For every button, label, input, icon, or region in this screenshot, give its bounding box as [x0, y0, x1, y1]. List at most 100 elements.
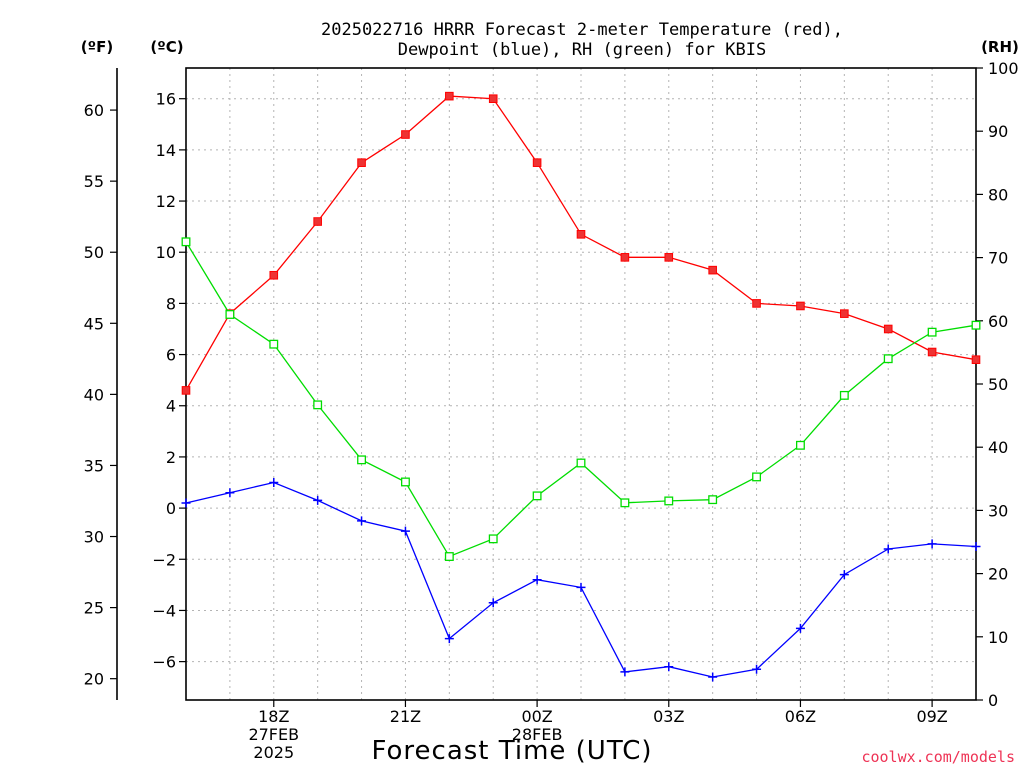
data-point-marker: [664, 662, 674, 672]
rh-tick-label: 0: [988, 691, 998, 710]
data-point-marker: [664, 253, 674, 262]
x-tick-label: 09Z: [916, 707, 947, 726]
data-point-marker: [839, 390, 849, 400]
x-axis-label: Forecast Time (UTC): [371, 736, 652, 766]
celsius-tick-label: 0: [166, 499, 176, 518]
data-point-marker: [576, 230, 586, 239]
celsius-tick-label: 2: [166, 448, 176, 467]
axes: [110, 67, 983, 707]
series-group: [181, 478, 981, 682]
data-point-marker: [839, 570, 849, 580]
data-point-marker: [400, 526, 410, 536]
x-tick-label: 27FEB: [248, 725, 299, 744]
x-tick-label: 18Z: [258, 707, 289, 726]
rh-tick-label: 20: [988, 565, 1008, 584]
fahrenheit-tick-label: 45: [84, 314, 104, 333]
rh-unit-label: (RH): [981, 38, 1019, 56]
data-point-marker: [576, 458, 586, 468]
chart-subtitle: Dewpoint (blue), RH (green) for KBIS: [398, 40, 766, 60]
fahrenheit-tick-label: 40: [84, 385, 104, 404]
celsius-unit-label: (ºC): [150, 38, 183, 56]
rh-tick-label: 10: [988, 628, 1008, 647]
data-point-marker: [752, 664, 762, 674]
rh-tick-label: 30: [988, 501, 1008, 520]
fahrenheit-tick-label: 50: [84, 243, 104, 262]
data-point-marker: [181, 386, 191, 395]
data-point-marker: [971, 541, 981, 551]
data-point-marker: [664, 496, 674, 506]
data-point-marker: [532, 158, 542, 167]
celsius-tick-label: −4: [152, 601, 176, 620]
x-tick-label: 03Z: [653, 707, 684, 726]
x-tick-label: 28FEB: [512, 725, 563, 744]
x-tick-label: 21Z: [390, 707, 421, 726]
data-point-marker: [488, 598, 498, 608]
data-point-marker: [225, 488, 235, 498]
data-point-marker: [883, 544, 893, 554]
x-tick-label: 00Z: [521, 707, 552, 726]
celsius-tick-label: 12: [156, 192, 176, 211]
data-point-marker: [576, 582, 586, 592]
fahrenheit-unit-label: (ºF): [81, 38, 113, 56]
chart-title: 2025022716 HRRR Forecast 2-meter Tempera…: [321, 20, 843, 40]
data-point-marker: [269, 339, 279, 349]
data-point-marker: [795, 623, 805, 633]
data-point-marker: [445, 91, 454, 101]
data-series: [181, 91, 981, 682]
celsius-tick-label: 8: [166, 294, 176, 313]
data-point-marker: [532, 575, 542, 585]
data-point-marker: [971, 320, 981, 330]
data-point-marker: [181, 498, 191, 508]
celsius-tick-label: 16: [156, 90, 176, 109]
celsius-tick-label: 10: [156, 243, 176, 262]
data-point-marker: [620, 253, 630, 262]
data-point-marker: [971, 355, 981, 364]
celsius-tick-label: 4: [166, 397, 176, 416]
data-point-marker: [708, 495, 718, 505]
data-point-marker: [269, 478, 279, 488]
rh-tick-label: 80: [988, 185, 1008, 204]
data-point-marker: [620, 498, 630, 508]
data-point-marker: [313, 400, 323, 410]
celsius-tick-label: −2: [152, 550, 176, 569]
rh-tick-label: 60: [988, 312, 1008, 331]
data-point-marker: [795, 440, 805, 450]
series-group: [181, 237, 981, 561]
data-point-marker: [883, 354, 893, 364]
data-point-marker: [927, 539, 937, 549]
credit-text: coolwx.com/models: [861, 748, 1015, 766]
data-point-marker: [401, 130, 410, 139]
data-point-marker: [313, 495, 323, 505]
data-point-marker: [708, 265, 717, 275]
data-point-marker: [357, 455, 367, 465]
data-point-marker: [181, 237, 191, 247]
data-point-marker: [357, 158, 366, 167]
data-point-marker: [444, 634, 454, 644]
x-tick-label: 2025: [253, 743, 294, 762]
data-point-marker: [357, 516, 367, 526]
fahrenheit-tick-label: 35: [84, 456, 104, 475]
data-point-marker: [752, 299, 761, 308]
data-point-marker: [752, 472, 762, 482]
fahrenheit-tick-label: 55: [84, 172, 104, 191]
data-point-marker: [488, 534, 498, 544]
rh-tick-label: 90: [988, 122, 1008, 141]
data-point-marker: [840, 309, 849, 318]
data-point-marker: [708, 672, 718, 682]
rh-tick-label: 50: [988, 375, 1008, 394]
celsius-tick-label: −6: [152, 653, 176, 672]
celsius-tick-label: 14: [156, 141, 176, 160]
rh-tick-label: 100: [988, 59, 1019, 78]
data-point-marker: [620, 667, 630, 677]
data-point-marker: [883, 324, 893, 334]
data-point-marker: [269, 270, 279, 280]
data-point-marker: [400, 477, 410, 487]
celsius-tick-label: 6: [166, 346, 176, 365]
data-point-marker: [532, 491, 542, 501]
tick-labels: 1614121086420−2−4−6605550454035302520100…: [84, 59, 1019, 762]
fahrenheit-tick-label: 30: [84, 528, 104, 547]
data-point-marker: [796, 301, 805, 311]
x-tick-label: 06Z: [785, 707, 816, 726]
